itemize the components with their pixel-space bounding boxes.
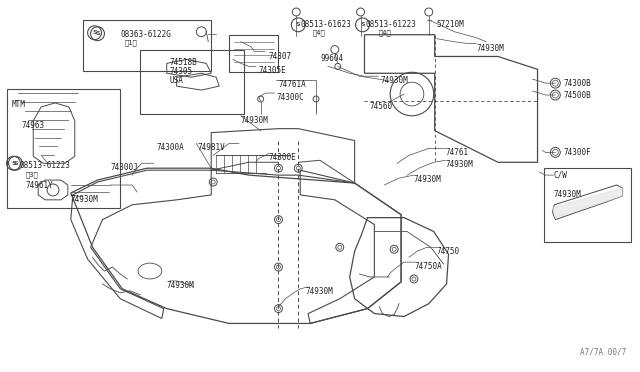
Text: 74300F: 74300F xyxy=(563,148,591,157)
Text: MTM: MTM xyxy=(12,100,26,109)
Text: 74560: 74560 xyxy=(369,102,392,111)
Text: 〱4〲: 〱4〲 xyxy=(378,30,391,36)
Text: 74761: 74761 xyxy=(445,148,468,157)
Text: S: S xyxy=(11,161,16,166)
Bar xyxy=(545,168,632,243)
Text: 74930M: 74930M xyxy=(554,190,581,199)
Text: 74981V: 74981V xyxy=(197,144,225,153)
Text: 74961Y: 74961Y xyxy=(26,181,53,190)
Text: 08513-61623: 08513-61623 xyxy=(300,20,351,29)
Text: 74750A: 74750A xyxy=(415,262,443,271)
Text: C/W: C/W xyxy=(554,170,567,179)
Text: 74500B: 74500B xyxy=(563,91,591,100)
Text: 74305: 74305 xyxy=(170,67,193,76)
Text: 74750: 74750 xyxy=(436,247,460,256)
Bar xyxy=(6,89,120,208)
Text: 74930M: 74930M xyxy=(71,195,99,204)
Text: 74930M: 74930M xyxy=(380,76,408,85)
Text: 08513-61223: 08513-61223 xyxy=(19,161,70,170)
Text: S: S xyxy=(92,30,97,35)
Text: 99604: 99604 xyxy=(321,54,344,64)
Text: S: S xyxy=(360,22,365,27)
Text: S: S xyxy=(13,161,18,166)
Text: 74300J: 74300J xyxy=(110,163,138,172)
Bar xyxy=(83,20,211,71)
Text: 74300B: 74300B xyxy=(563,79,591,88)
Text: 74307: 74307 xyxy=(269,52,292,61)
Text: A7/7A 00/7: A7/7A 00/7 xyxy=(580,347,627,356)
Bar xyxy=(229,35,278,72)
Text: 〱1〲: 〱1〲 xyxy=(124,40,137,46)
Text: 74518B: 74518B xyxy=(170,58,198,67)
Text: 〱4〲: 〱4〲 xyxy=(313,30,326,36)
Text: 74963: 74963 xyxy=(21,121,45,130)
Text: 〱3〲: 〱3〲 xyxy=(26,171,38,178)
Text: 08513-61223: 08513-61223 xyxy=(365,20,417,29)
Text: 74300E: 74300E xyxy=(269,153,296,162)
Text: 74305E: 74305E xyxy=(259,66,287,76)
Text: 74930M: 74930M xyxy=(414,175,442,184)
Text: 74930M: 74930M xyxy=(241,116,269,125)
Text: 74930M: 74930M xyxy=(445,160,474,169)
Text: S: S xyxy=(95,31,100,36)
Text: 74930M: 74930M xyxy=(167,281,195,290)
Text: 74930M: 74930M xyxy=(305,287,333,296)
Text: 57210M: 57210M xyxy=(436,20,465,29)
Text: USA: USA xyxy=(170,76,184,85)
Text: 74930M: 74930M xyxy=(476,44,504,52)
Polygon shape xyxy=(552,188,623,218)
Text: 08363-6122G: 08363-6122G xyxy=(120,30,171,39)
Text: S: S xyxy=(296,22,301,27)
Text: 74300C: 74300C xyxy=(276,93,304,102)
Text: 74300A: 74300A xyxy=(157,144,184,153)
Text: 74761A: 74761A xyxy=(278,80,306,89)
Bar xyxy=(140,49,244,114)
